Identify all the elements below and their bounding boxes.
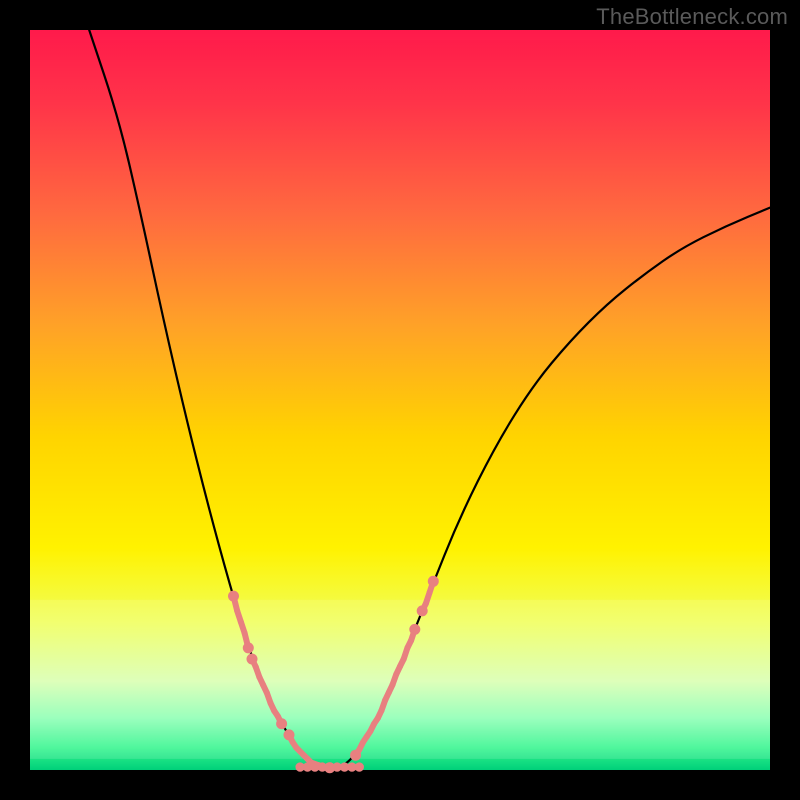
bottleneck-chart [0, 0, 800, 800]
watermark-text: TheBottleneck.com [596, 4, 788, 30]
highlight-band [30, 600, 770, 759]
